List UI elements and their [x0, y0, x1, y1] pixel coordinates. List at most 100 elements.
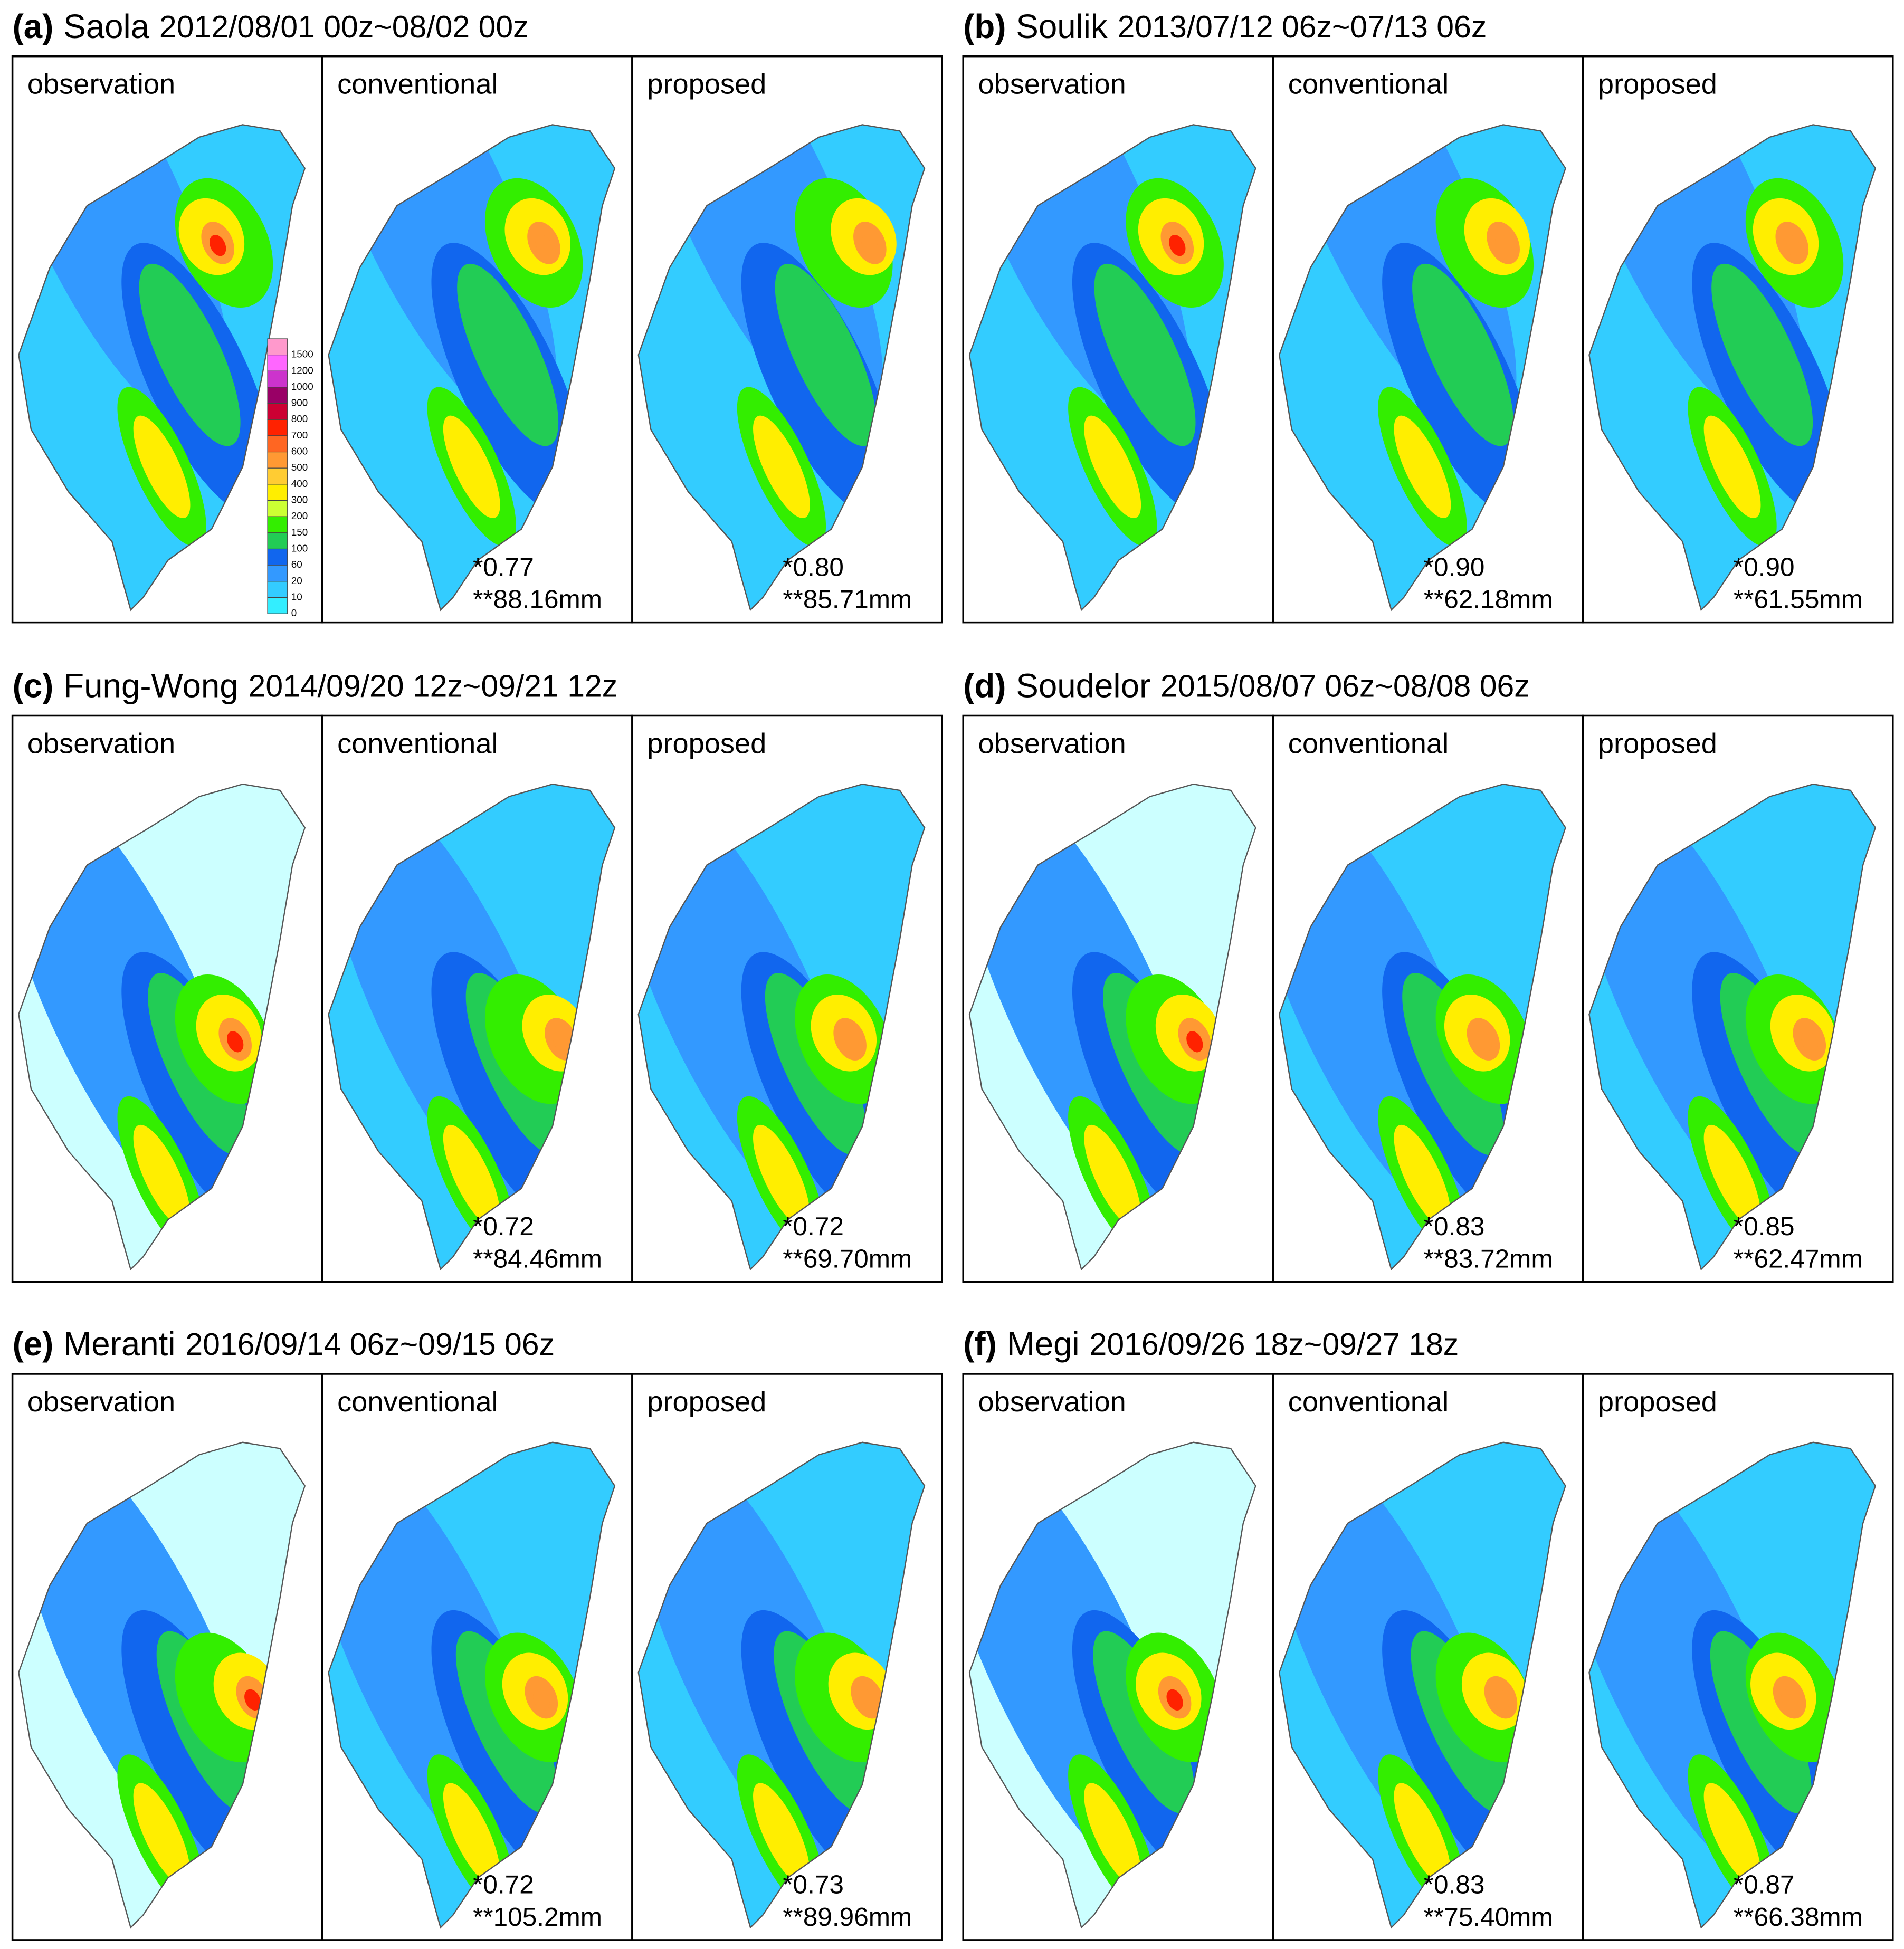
- correlation: *0.77: [473, 552, 534, 581]
- rain-contour: [753, 1783, 810, 1886]
- rain-contour: [553, 1031, 570, 1053]
- legend-swatch: [267, 565, 288, 582]
- rain-contour: [533, 1689, 550, 1711]
- rain-contour: [1186, 1031, 1203, 1053]
- map-label: conventional: [1288, 728, 1449, 759]
- map-label: proposed: [1598, 728, 1717, 759]
- rmse: **61.55mm: [1734, 585, 1863, 614]
- map-label: proposed: [647, 69, 766, 100]
- legend-label: 100: [291, 542, 308, 553]
- panel-title: (c) Fung-Wong 2014/09/20 12z~09/21 12z: [13, 667, 618, 704]
- title-part: (b): [963, 8, 1006, 45]
- correlation: *0.72: [473, 1212, 534, 1241]
- map-label: conventional: [337, 1386, 498, 1418]
- map-label: observation: [27, 69, 175, 100]
- rain-contour: [1394, 415, 1451, 519]
- title-part: Saola: [63, 8, 149, 45]
- legend-label: 400: [291, 478, 308, 489]
- legend-swatch: [267, 597, 288, 614]
- rain-contour: [1394, 1783, 1451, 1886]
- correlation: *0.72: [473, 1870, 534, 1899]
- legend-label: 1000: [291, 381, 313, 392]
- rmse: **105.2mm: [473, 1903, 602, 1932]
- legend-swatch: [267, 370, 288, 388]
- title-part: (f): [963, 1325, 997, 1363]
- panel-title: (b) Soulik 2013/07/12 06z~07/13 06z: [963, 8, 1487, 45]
- rain-contour: [1703, 1124, 1761, 1228]
- rain-contour: [841, 1031, 859, 1053]
- rain-contour: [227, 1031, 244, 1053]
- correlation: *0.87: [1734, 1870, 1795, 1899]
- title-part: (a): [13, 8, 54, 45]
- title-part: 2012/08/01 00z~08/02 00z: [159, 9, 529, 44]
- rmse: **69.70mm: [783, 1244, 912, 1273]
- title-part: Fung-Wong: [63, 667, 238, 704]
- rain-contour: [443, 1783, 500, 1886]
- rain-map: [328, 784, 616, 1270]
- map-label: proposed: [647, 1386, 766, 1418]
- rain-contour: [1166, 1689, 1183, 1711]
- map-label: observation: [27, 1386, 175, 1418]
- legend-swatch: [267, 419, 288, 436]
- map-label: conventional: [337, 728, 498, 759]
- rain-contour: [1784, 234, 1801, 256]
- legend-label: 300: [291, 494, 308, 505]
- legend-label: 800: [291, 413, 308, 424]
- legend-swatch: [267, 355, 288, 371]
- legend-swatch: [267, 516, 288, 533]
- title-part: 2016/09/26 18z~09/27 18z: [1090, 1327, 1459, 1362]
- correlation: *0.83: [1424, 1212, 1485, 1241]
- rain-contour: [1084, 415, 1141, 519]
- legend-label: 1200: [291, 365, 313, 376]
- title-part: Soulik: [1016, 8, 1108, 45]
- rain-contour: [1084, 1124, 1141, 1228]
- title-part: 2015/08/07 06z~08/08 06z: [1160, 669, 1530, 703]
- rain-contour: [133, 415, 191, 519]
- map-label: proposed: [1598, 69, 1717, 100]
- rain-contour: [535, 234, 553, 256]
- rmse: **85.71mm: [783, 585, 912, 614]
- map-label: conventional: [1288, 1386, 1449, 1418]
- title-part: Megi: [1007, 1325, 1080, 1363]
- rain-contour: [1084, 1783, 1141, 1886]
- legend-swatch: [267, 387, 288, 404]
- title-part: 2016/09/14 06z~09/15 06z: [185, 1327, 555, 1362]
- rain-contour: [133, 1783, 191, 1886]
- legend-label: 700: [291, 429, 308, 441]
- rmse: **88.16mm: [473, 585, 602, 614]
- rmse: **62.47mm: [1734, 1244, 1863, 1273]
- panel-title: (f) Megi 2016/09/26 18z~09/27 18z: [963, 1325, 1459, 1363]
- rain-contour: [775, 263, 877, 446]
- legend-label: 20: [291, 575, 302, 586]
- legend-label: 200: [291, 510, 308, 521]
- legend-swatch: [267, 500, 288, 517]
- title-part: Soudelor: [1016, 667, 1150, 704]
- correlation: *0.73: [783, 1870, 844, 1899]
- rain-contour: [443, 1124, 500, 1228]
- legend-label: 10: [291, 591, 302, 602]
- map-label: conventional: [337, 69, 498, 100]
- rain-contour: [244, 1689, 261, 1711]
- legend-label: 900: [291, 397, 308, 408]
- map-fill: [328, 784, 615, 1269]
- legend-label: 600: [291, 446, 308, 457]
- legend-swatch: [267, 451, 288, 469]
- rain-contour: [457, 263, 559, 446]
- map-label: conventional: [1288, 69, 1449, 100]
- correlation: *0.72: [783, 1212, 844, 1241]
- rmse: **62.18mm: [1424, 585, 1553, 614]
- rain-contour: [1394, 1124, 1451, 1228]
- legend-swatch: [267, 548, 288, 566]
- legend-swatch: [267, 403, 288, 420]
- legend-label: 0: [291, 607, 297, 618]
- rmse: **66.38mm: [1734, 1903, 1863, 1932]
- rmse: **83.72mm: [1424, 1244, 1553, 1273]
- rain-contour: [1495, 234, 1512, 256]
- rain-contour: [1711, 263, 1813, 446]
- legend-label: 150: [291, 527, 308, 538]
- map-label: proposed: [1598, 1386, 1717, 1418]
- rain-contour: [1412, 263, 1514, 446]
- title-part: (c): [13, 667, 54, 704]
- map-label: observation: [27, 728, 175, 759]
